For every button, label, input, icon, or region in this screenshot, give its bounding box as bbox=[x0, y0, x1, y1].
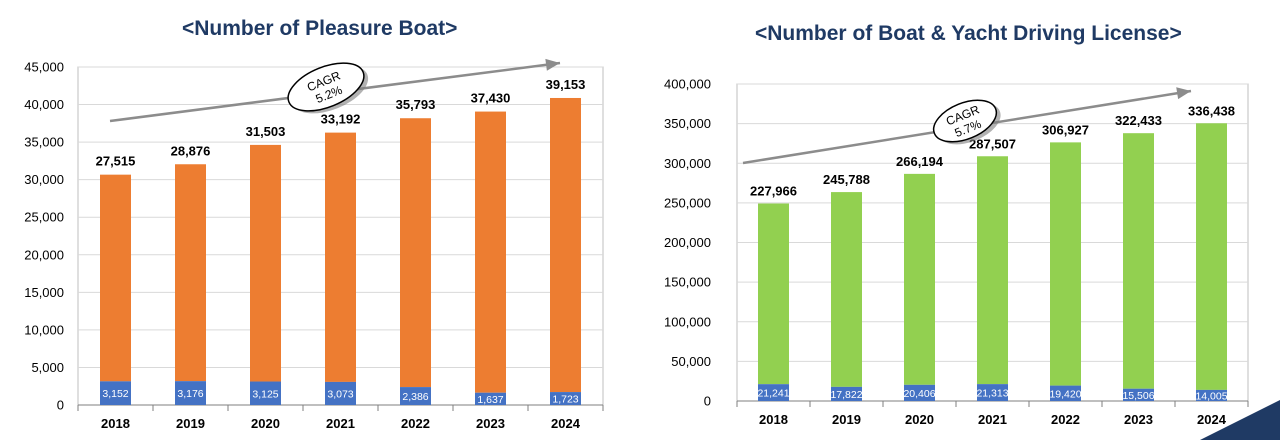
bar-base-segment bbox=[1050, 385, 1081, 401]
bar-total-segment bbox=[1123, 133, 1154, 389]
x-tick-label: 2024 bbox=[551, 416, 581, 431]
bar-base-label: 17,822 bbox=[830, 389, 862, 401]
y-tick-label: 50,000 bbox=[671, 354, 711, 369]
bar-base-segment bbox=[977, 384, 1008, 401]
bar-total-segment bbox=[1196, 123, 1227, 390]
cagr-ellipse bbox=[287, 62, 365, 112]
bar-total-segment bbox=[550, 97, 581, 393]
bar-base-label: 21,313 bbox=[976, 388, 1008, 400]
bar-base-segment bbox=[758, 384, 789, 401]
bar-total-segment bbox=[831, 192, 862, 387]
y-tick-label: 350,000 bbox=[664, 116, 711, 131]
bar-base-label: 3,125 bbox=[252, 388, 278, 400]
y-tick-label: 150,000 bbox=[664, 275, 711, 290]
bar-total-label: 322,433 bbox=[1115, 113, 1162, 128]
x-tick-label: 2020 bbox=[905, 412, 934, 427]
bar-total-segment bbox=[250, 144, 281, 382]
bar-base-label: 14,005 bbox=[1195, 390, 1227, 402]
bar-total-segment bbox=[175, 164, 206, 382]
bar-base-segment bbox=[1123, 388, 1154, 401]
y-tick-label: 35,000 bbox=[24, 135, 64, 150]
bar-total-segment bbox=[100, 174, 131, 382]
bar-base-label: 3,152 bbox=[102, 388, 128, 400]
x-tick-label: 2022 bbox=[401, 416, 430, 431]
bar-base-segment bbox=[550, 392, 581, 405]
x-tick-label: 2023 bbox=[476, 416, 505, 431]
bar-base-label: 20,406 bbox=[903, 388, 935, 400]
bar-base-label: 19,420 bbox=[1049, 388, 1081, 400]
y-tick-label: 400,000 bbox=[664, 77, 711, 92]
bar-base-segment bbox=[175, 381, 206, 405]
bar-total-label: 306,927 bbox=[1042, 122, 1089, 137]
bar-base-segment bbox=[475, 392, 506, 405]
bar-total-segment bbox=[904, 173, 935, 385]
pleasure-boat-chart-title: <Number of Pleasure Boat> bbox=[182, 17, 458, 40]
y-tick-label: 100,000 bbox=[664, 314, 711, 329]
bar-base-segment bbox=[1196, 389, 1227, 401]
bar-total-segment bbox=[400, 118, 431, 388]
bar-base-label: 2,386 bbox=[402, 391, 428, 403]
bar-base-segment bbox=[400, 387, 431, 405]
y-tick-label: 15,000 bbox=[24, 285, 64, 300]
cagr-arrow-head bbox=[1176, 87, 1191, 100]
bar-total-label: 27,515 bbox=[96, 154, 136, 169]
bar-total-label: 33,192 bbox=[321, 112, 361, 127]
x-tick-label: 2021 bbox=[978, 412, 1007, 427]
y-tick-label: 0 bbox=[57, 398, 64, 413]
pleasure-boat-chart: 0 5,000 10,000 15,000 20,000 25,000 30,000 35,0… bbox=[24, 58, 604, 431]
bar-base-label: 1,637 bbox=[477, 394, 503, 406]
bar-total-label: 266,194 bbox=[896, 154, 944, 169]
bar-base-label: 15,506 bbox=[1122, 390, 1154, 402]
y-tick-label: 200,000 bbox=[664, 235, 711, 250]
bar-total-label: 31,503 bbox=[246, 124, 286, 139]
bar-total-segment bbox=[475, 111, 506, 393]
y-tick-label: 20,000 bbox=[24, 247, 64, 262]
bar-base-segment bbox=[904, 384, 935, 401]
bar-base-label: 1,723 bbox=[552, 394, 578, 406]
y-tick-label: 45,000 bbox=[24, 60, 64, 75]
y-tick-label: 300,000 bbox=[664, 156, 711, 171]
bar-base-segment bbox=[325, 381, 356, 405]
bar-total-label: 37,430 bbox=[471, 91, 511, 106]
cagr-ellipse bbox=[932, 99, 998, 143]
bar-base-segment bbox=[100, 381, 131, 405]
x-tick-label: 2023 bbox=[1124, 412, 1153, 427]
bar-total-label: 336,438 bbox=[1188, 103, 1235, 118]
x-tick-label: 2020 bbox=[251, 416, 280, 431]
license-chart-title: <Number of Boat & Yacht Driving License> bbox=[755, 22, 1182, 45]
x-tick-label: 2019 bbox=[832, 412, 861, 427]
bar-total-segment bbox=[1050, 142, 1081, 386]
x-tick-label: 2021 bbox=[326, 416, 355, 431]
bar-base-segment bbox=[250, 381, 281, 405]
bar-total-segment bbox=[758, 203, 789, 385]
x-tick-label: 2022 bbox=[1051, 412, 1080, 427]
bar-total-label: 39,153 bbox=[546, 77, 586, 92]
y-tick-label: 5,000 bbox=[31, 360, 64, 375]
bar-base-label: 3,073 bbox=[327, 388, 353, 400]
bar-base-label: 3,176 bbox=[177, 388, 203, 400]
x-tick-label: 2019 bbox=[176, 416, 205, 431]
bar-total-label: 245,788 bbox=[823, 172, 870, 187]
y-tick-label: 0 bbox=[704, 394, 711, 409]
corner-decoration bbox=[1200, 400, 1280, 440]
bar-total-label: 35,793 bbox=[396, 97, 436, 112]
cagr-arrow-head bbox=[545, 58, 560, 71]
y-tick-label: 250,000 bbox=[664, 195, 711, 210]
bar-base-segment bbox=[831, 386, 862, 401]
y-tick-label: 10,000 bbox=[24, 322, 64, 337]
y-tick-label: 25,000 bbox=[24, 210, 64, 225]
x-tick-label: 2018 bbox=[759, 412, 788, 427]
bar-total-label: 287,507 bbox=[969, 136, 1016, 151]
y-tick-label: 40,000 bbox=[24, 97, 64, 112]
bar-total-segment bbox=[977, 156, 1008, 385]
x-tick-label: 2018 bbox=[101, 416, 130, 431]
y-tick-label: 30,000 bbox=[24, 172, 64, 187]
license-chart: 0 50,000 100,000 150,000 200,000 250,000 300,0… bbox=[664, 77, 1249, 427]
bar-total-label: 28,876 bbox=[171, 143, 211, 158]
bar-base-label: 21,241 bbox=[757, 388, 789, 400]
bar-total-segment bbox=[325, 132, 356, 382]
bar-total-label: 227,966 bbox=[750, 184, 797, 199]
